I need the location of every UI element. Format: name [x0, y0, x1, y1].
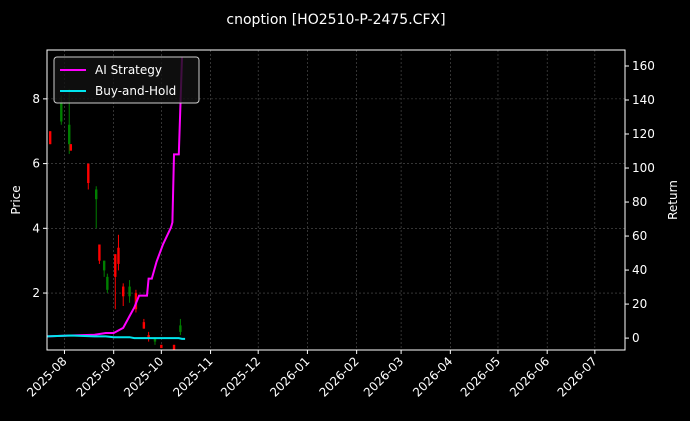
plot-frame	[46, 49, 626, 351]
y-tick-label: 6	[32, 157, 40, 171]
y2-tick-label: 140	[632, 93, 655, 107]
y2-tick-label: 0	[632, 331, 640, 345]
y2-tick-label: 160	[632, 59, 655, 73]
candle-body	[102, 260, 106, 271]
candle-body	[160, 344, 163, 349]
candle-body	[147, 335, 150, 339]
legend: AI Strategy Buy-and-Hold	[53, 56, 200, 104]
candle-body	[122, 286, 125, 297]
legend-box	[53, 56, 200, 104]
legend-label: AI Strategy	[95, 63, 162, 77]
candle-body	[128, 286, 131, 297]
candle-body	[98, 244, 101, 261]
candle-body	[69, 144, 73, 151]
y2-tick-label: 120	[632, 127, 655, 141]
candle-body	[179, 325, 182, 332]
candle-body	[68, 124, 71, 145]
candle-body	[117, 247, 120, 264]
y2-tick-label: 20	[632, 297, 647, 311]
line-series	[46, 57, 183, 338]
line-series	[46, 334, 186, 340]
candle-body	[95, 189, 98, 200]
candle-body	[87, 163, 90, 184]
y2-axis-label: Return	[666, 180, 680, 220]
y2-tick-label: 80	[632, 195, 647, 209]
y-tick-label: 8	[32, 92, 40, 106]
y2-tick-label: 40	[632, 263, 647, 277]
legend-label: Buy-and-Hold	[95, 84, 176, 98]
candle-body	[60, 102, 63, 122]
candle-body	[114, 254, 117, 277]
y-tick-label: 4	[32, 221, 40, 235]
candle-body	[153, 338, 157, 342]
y2-tick-label: 60	[632, 229, 647, 243]
y-axis-label: Price	[9, 185, 23, 214]
y2-tick-label: 100	[632, 161, 655, 175]
chart-title: cnoption [HO2510-P-2475.CFX]	[226, 12, 445, 28]
candle-body	[142, 322, 146, 329]
candle-body	[48, 131, 52, 145]
candle-body	[172, 344, 176, 350]
candle-body	[106, 276, 109, 290]
y-tick-label: 2	[32, 286, 40, 300]
